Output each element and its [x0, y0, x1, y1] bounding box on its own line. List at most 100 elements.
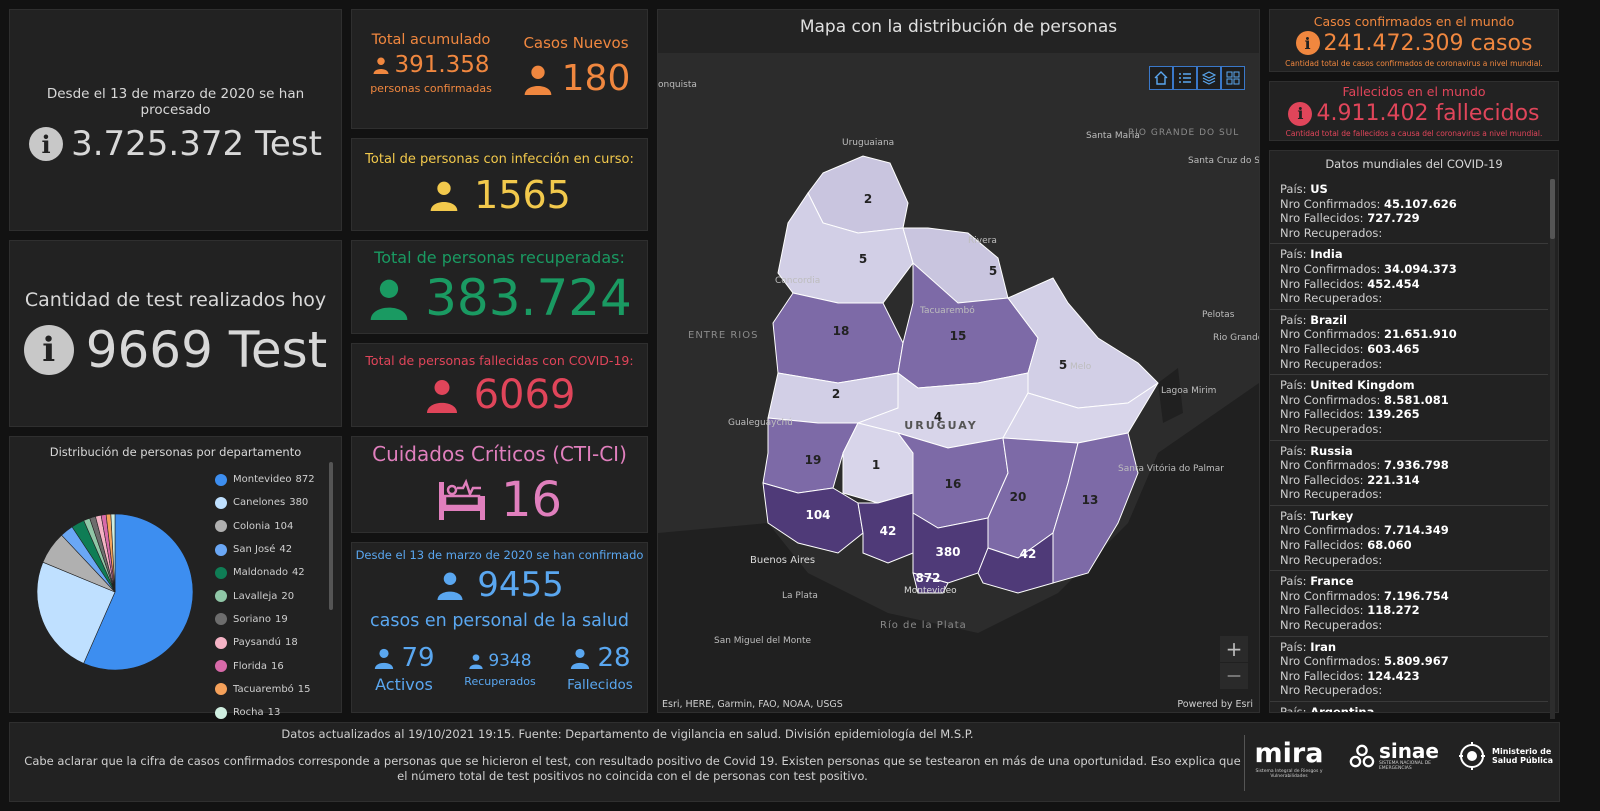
map-basemap-button[interactable] [1221, 66, 1245, 90]
map-layers-button[interactable] [1197, 66, 1221, 90]
zoom-in-button[interactable]: + [1220, 636, 1248, 662]
country-name-line: País: United Kingdom [1280, 378, 1538, 393]
map-canvas[interactable]: 2 5 5 18 15 5 2 4 19 1 16 20 13 104 42 3… [658, 53, 1259, 712]
country-name-label: País: [1280, 247, 1311, 262]
pie-slice[interactable] [110, 513, 116, 593]
country-name-line: País: Brazil [1280, 313, 1538, 328]
legend-value: 872 [295, 474, 315, 486]
critical-care-panel: Cuidados Críticos (CTI-CI) 16 [351, 436, 648, 533]
legend-label: Montevideo [233, 474, 292, 486]
place-label: Tacuarembó [919, 305, 975, 316]
legend-item[interactable]: Florida 16 [215, 654, 330, 677]
country-deceased-line: Nro Fallecidos: 118.272 [1280, 603, 1538, 618]
zoom-out-button[interactable]: — [1220, 663, 1248, 689]
pie-slice[interactable] [83, 513, 194, 671]
sinae-logo-text: sinae [1378, 739, 1439, 763]
world-deceased-panel: Fallecidos en el mundo i 4.911.402 falle… [1269, 81, 1559, 141]
country-row[interactable]: País: Iran Nro Confirmados: 5.809.967 Nro … [1270, 637, 1548, 702]
dept-value-san-jose: 42 [880, 524, 897, 538]
legend-item[interactable]: Soriano 19 [215, 608, 330, 631]
person-icon [373, 57, 389, 74]
pie-slice[interactable] [36, 561, 116, 664]
world-confirmed-title: Casos confirmados en el mundo [1313, 13, 1515, 29]
recovered-title: Total de personas recuperadas: [374, 247, 625, 267]
country-row[interactable]: País: India Nro Confirmados: 34.094.373 Nr… [1270, 244, 1548, 310]
legend-item[interactable]: Tacuarembó 15 [215, 678, 330, 701]
country-deceased-value: 221.314 [1367, 472, 1420, 487]
tests-total-panel: Desde el 13 de marzo de 2020 se han proc… [9, 9, 342, 231]
department-montevideo[interactable] [912, 572, 949, 594]
legend-item[interactable]: Paysandú 18 [215, 631, 330, 654]
country-deceased-line: Nro Fallecidos: 727.729 [1280, 211, 1538, 226]
hospital-bed-icon [438, 478, 485, 520]
tests-total-value: 3.725.372 Test [71, 124, 322, 164]
country-row[interactable]: País: Russia Nro Confirmados: 7.936.798 Nr… [1270, 441, 1548, 506]
legend-swatch [215, 683, 227, 696]
map-legend-button[interactable] [1173, 66, 1197, 90]
legend-item[interactable]: San José 42 [215, 538, 330, 561]
country-confirmed-value: 8.581.081 [1384, 392, 1449, 407]
country-deceased-value: 452.454 [1367, 276, 1420, 291]
department-paysandu[interactable] [772, 292, 904, 384]
legend-swatch [215, 660, 227, 673]
country-row[interactable]: País: Turkey Nro Confirmados: 7.714.349 Nr… [1270, 506, 1548, 572]
country-deceased-line: Nro Fallecidos: 452.454 [1280, 277, 1538, 292]
dept-value-soriano: 19 [805, 453, 822, 467]
dept-value-flores: 1 [872, 458, 880, 472]
active-infections-panel: Total de personas con infección en curso… [351, 138, 648, 231]
country-confirmed-label: Nro Confirmados: [1280, 588, 1384, 603]
legend-item[interactable]: Rocha 13 [215, 701, 330, 724]
legend-item[interactable]: Colonia 104 [215, 515, 330, 538]
country-confirmed-value: 5.809.967 [1384, 654, 1449, 669]
legend-item[interactable]: Maldonado 42 [215, 561, 330, 584]
country-row[interactable]: País: US Nro Confirmados: 45.107.626 Nro F… [1270, 179, 1548, 245]
deceased-panel: Total de personas fallecidas con COVID-1… [351, 343, 648, 427]
country-name-label: País: [1280, 574, 1311, 589]
map-home-button[interactable] [1149, 66, 1173, 90]
legend-scrollbar[interactable] [329, 462, 333, 610]
legend-label: Maldonado [233, 567, 288, 579]
footer-update-note: Datos actualizados al 19/10/2021 19:15. … [281, 727, 974, 741]
country-name-label: País: [1280, 705, 1311, 712]
tests-today-value: 9669 Test [85, 320, 328, 379]
world-confirmed-panel: Casos confirmados en el mundo i 241.472.… [1269, 9, 1559, 72]
accumulated-value: 391.358 [394, 52, 490, 78]
country-confirmed-value: 7.714.349 [1384, 523, 1449, 538]
country-row[interactable]: País: France Nro Confirmados: 7.196.754 Nr… [1270, 571, 1548, 637]
legend-item[interactable]: Canelones 380 [215, 491, 330, 514]
msp-logo: Ministerio de Salud Pública [1458, 741, 1558, 771]
dept-value-artigas: 2 [864, 192, 872, 206]
country-deceased-value: 124.423 [1367, 668, 1420, 683]
country-row[interactable]: País: ArgentinaNro Confirmados: 5.278.11… [1270, 702, 1548, 712]
health-recovered-value: 9348 [488, 651, 532, 671]
tests-total-caption: Desde el 13 de marzo de 2020 se han proc… [46, 86, 305, 118]
map-panel: Mapa con la distribución de personas 2 5… [657, 9, 1260, 713]
world-list-scrollbar[interactable] [1550, 179, 1555, 719]
country-recovered-label: Nro Recuperados: [1280, 356, 1383, 371]
world-country-list[interactable]: País: US Nro Confirmados: 45.107.626 Nro F… [1270, 179, 1548, 712]
country-row[interactable]: País: Brazil Nro Confirmados: 21.651.910 N… [1270, 310, 1548, 376]
country-deceased-label: Nro Fallecidos: [1280, 341, 1368, 356]
legend-value: 104 [274, 520, 294, 532]
health-staff-panel: Desde el 13 de marzo de 2020 se han conf… [351, 542, 648, 713]
world-data-panel: Datos mundiales del COVID-19 País: US Nro… [1269, 150, 1559, 719]
distribution-pie-chart [36, 513, 194, 671]
legend-swatch [215, 566, 227, 579]
msp-logo-text: Ministerio de Salud Pública [1492, 747, 1554, 765]
country-row[interactable]: País: United Kingdom Nro Confirmados: 8.5… [1270, 375, 1548, 441]
country-deceased-label: Nro Fallecidos: [1280, 276, 1368, 291]
map-powered-by[interactable]: Powered by Esri [1177, 699, 1253, 710]
health-deceased-label: Fallecidos [567, 677, 633, 693]
person-icon [430, 181, 458, 211]
legend-item[interactable]: Lavalleja 20 [215, 584, 330, 607]
country-confirmed-line: Nro Confirmados: 34.094.373 [1280, 262, 1538, 277]
department-rocha[interactable] [1052, 432, 1139, 584]
legend-swatch [215, 706, 227, 719]
department-maldonado[interactable] [977, 532, 1054, 594]
legend-item[interactable]: Montevideo 872 [215, 468, 330, 491]
country-confirmed-value: 7.936.798 [1384, 458, 1449, 473]
country-name-label: País: [1280, 378, 1311, 393]
layers-icon [1202, 71, 1216, 85]
country-confirmed-line: Nro Confirmados: 21.651.910 [1280, 327, 1538, 342]
country-deceased-line: Nro Fallecidos: 124.423 [1280, 669, 1538, 684]
